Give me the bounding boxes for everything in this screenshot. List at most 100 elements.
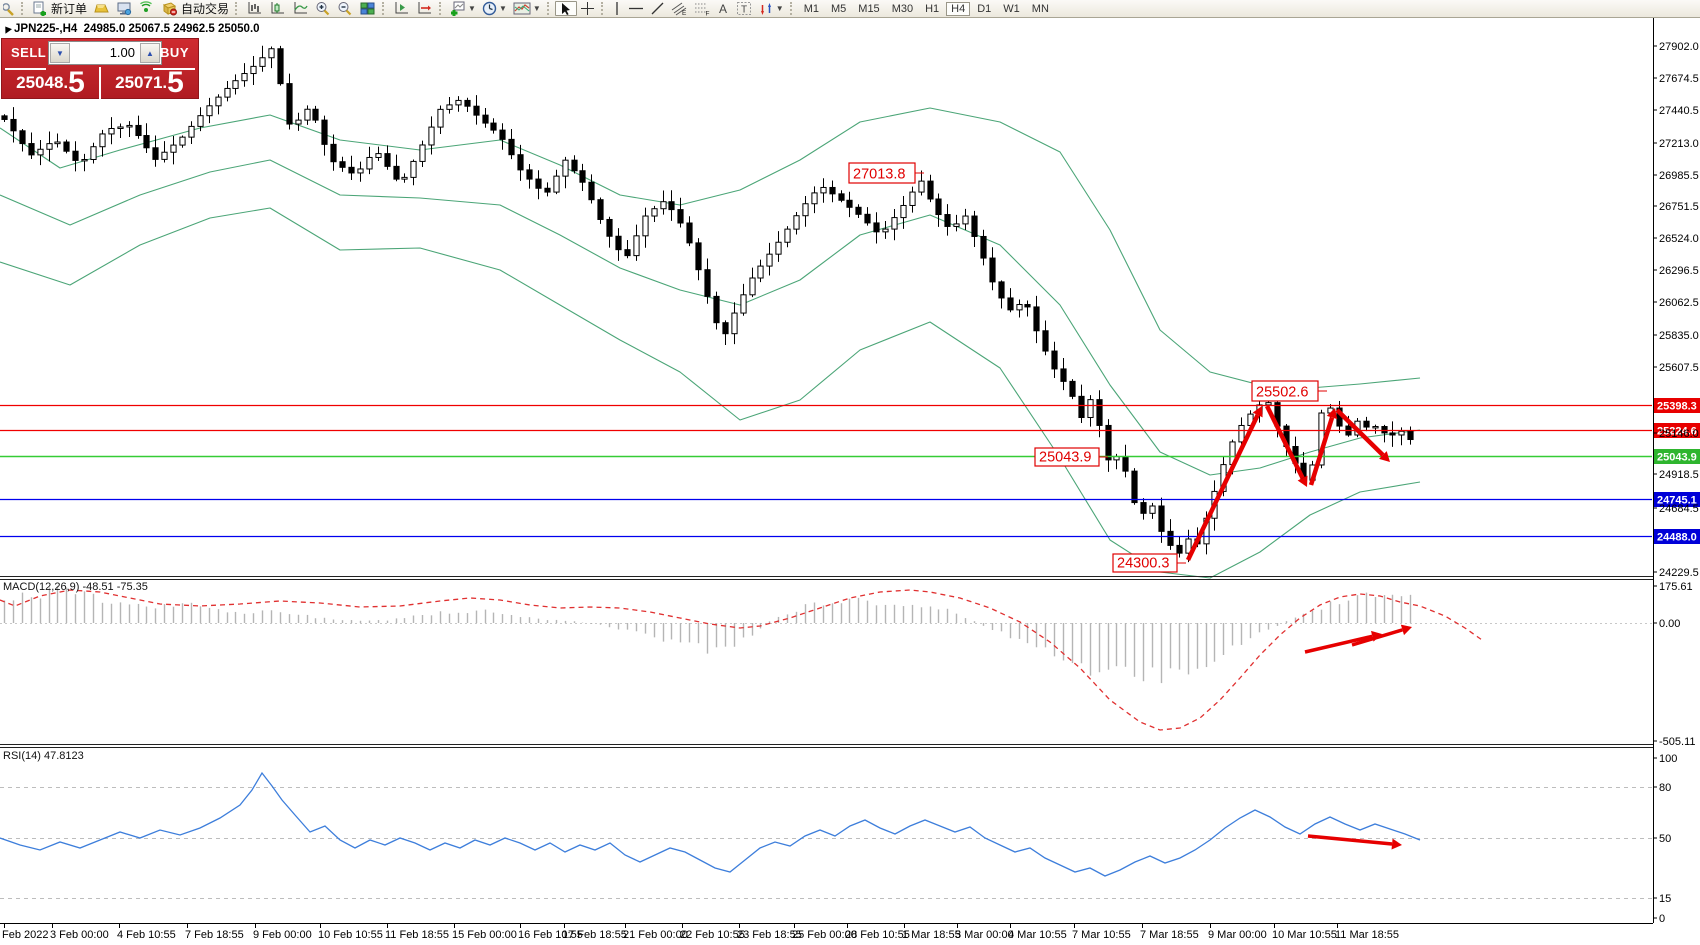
timeframe-M5[interactable]: M5 xyxy=(831,2,847,15)
chevron-down-icon[interactable]: ▼ xyxy=(532,4,541,13)
svg-text:24918.5: 24918.5 xyxy=(1659,469,1699,481)
buy-price[interactable]: 25071.5 xyxy=(115,66,184,99)
new-chart-button[interactable]: ▼ xyxy=(447,1,479,16)
toolbar-grip xyxy=(439,2,444,15)
svg-text:10 Feb 10:55: 10 Feb 10:55 xyxy=(318,929,383,941)
zoom-out-button[interactable] xyxy=(334,1,356,16)
volume-input[interactable]: 1.00 xyxy=(109,45,135,60)
svg-text:0.00: 0.00 xyxy=(1659,618,1680,630)
crosshair-tool-button[interactable] xyxy=(577,1,598,16)
svg-text:15 Feb 00:00: 15 Feb 00:00 xyxy=(452,929,517,941)
svg-text:25398.3: 25398.3 xyxy=(1657,401,1697,413)
vertical-line-tool-button[interactable] xyxy=(609,1,625,16)
price-badge xyxy=(1654,449,1700,464)
line-chart-type-button[interactable] xyxy=(289,1,312,16)
arrows-tool-button[interactable]: ▼ xyxy=(755,1,787,16)
new-order-button[interactable]: 新订单 xyxy=(29,1,90,16)
chart-shift-button[interactable] xyxy=(390,1,413,16)
svg-text:26524.0: 26524.0 xyxy=(1659,233,1699,245)
buy-underline xyxy=(153,68,195,70)
toolbar-grip xyxy=(600,2,606,15)
chevron-down-icon[interactable]: ▼ xyxy=(775,4,784,13)
svg-text:25835.0: 25835.0 xyxy=(1659,330,1699,342)
autotrade-icon xyxy=(162,2,178,16)
tile-windows-button[interactable] xyxy=(356,1,379,16)
timeframe-group: M1 M5 M15 M30 H1 H4 D1 W1 MN xyxy=(798,1,1055,16)
horizontal-line-tool-button[interactable] xyxy=(625,1,647,16)
timeframe-M15[interactable]: M15 xyxy=(858,2,880,15)
svg-text:25 Feb 00:00: 25 Feb 00:00 xyxy=(792,929,857,941)
rsi-panel: 100 80 50 15 0 xyxy=(0,753,1677,925)
price-badge xyxy=(1654,529,1700,544)
svg-text:T: T xyxy=(741,5,747,16)
timeframe-H4[interactable]: H4 xyxy=(946,1,971,16)
svg-text:25146.0: 25146.0 xyxy=(1659,428,1699,440)
time-axis: Feb 2022 3 Feb 00:00 4 Feb 10:55 7 Feb 18:5… xyxy=(2,923,1399,941)
price-badge xyxy=(1654,423,1700,438)
trendline-tool-button[interactable] xyxy=(647,1,668,16)
template-button[interactable]: ▼ xyxy=(510,1,544,16)
svg-text:10 Mar 10:55: 10 Mar 10:55 xyxy=(1272,929,1337,941)
candles-layer xyxy=(1,45,1414,563)
chevron-down-icon[interactable]: ▼ xyxy=(468,4,476,13)
fibonacci-tool-button[interactable]: F xyxy=(691,1,714,16)
svg-text:27902.0: 27902.0 xyxy=(1659,41,1699,53)
svg-text:25043.9: 25043.9 xyxy=(1657,452,1697,464)
svg-text:50: 50 xyxy=(1659,833,1671,845)
svg-text:17 Feb 18:55: 17 Feb 18:55 xyxy=(562,929,627,941)
chevron-down-icon[interactable]: ▼ xyxy=(498,4,507,13)
timeframe-H1[interactable]: H1 xyxy=(925,2,940,15)
signal-button[interactable] xyxy=(136,1,158,16)
terminal-button[interactable] xyxy=(113,1,136,16)
timeframe-M1[interactable]: M1 xyxy=(803,2,819,15)
sell-button[interactable]: SELL xyxy=(11,45,47,60)
svg-text:25224.6: 25224.6 xyxy=(1657,426,1697,438)
svg-text:3 Feb 00:00: 3 Feb 00:00 xyxy=(50,929,109,941)
svg-text:A: A xyxy=(719,2,727,16)
equidistant-channel-tool-button[interactable]: E xyxy=(668,1,691,16)
one-click-trade-panel: SELL ▼ 1.00 ▲ BUY 25048.5 25071.5 xyxy=(1,38,199,100)
auto-scroll-button[interactable] xyxy=(413,1,436,16)
candle-chart-type-button[interactable] xyxy=(266,1,289,16)
bollinger-bands xyxy=(0,107,1421,579)
price-axis: 27902.0 27674.5 27440.5 27213.0 26985.5 26751… xyxy=(1653,17,1699,923)
cursor-tool-button[interactable] xyxy=(554,1,577,16)
svg-text:27440.5: 27440.5 xyxy=(1659,105,1699,117)
svg-text:175.61: 175.61 xyxy=(1659,581,1693,593)
price-divider xyxy=(99,67,101,100)
timeframe-W1[interactable]: W1 xyxy=(1003,2,1020,15)
callout-labels: 27013.8 25502.6 25043.9 24300.3 xyxy=(848,162,1327,573)
svg-text:25502.6: 25502.6 xyxy=(1256,385,1308,401)
timeframe-MN[interactable]: MN xyxy=(1031,2,1049,15)
buy-button[interactable]: BUY xyxy=(160,45,189,60)
svg-text:24229.5: 24229.5 xyxy=(1659,567,1699,579)
chart-title: JPN225-,H4 24985.0 25067.5 24962.5 25050… xyxy=(14,23,260,35)
text-label-tool-button[interactable]: T xyxy=(733,1,755,16)
bar-chart-type-button[interactable] xyxy=(243,1,266,16)
main-toolbar: 新订单 自动交易 ▼ ▼ ▼ E F A T ▼ M1 M5 M15 M30 H1 H4 D… xyxy=(0,0,1700,18)
svg-text:100: 100 xyxy=(1659,753,1677,765)
autotrade-label: 自动交易 xyxy=(181,2,230,16)
toolbar-grip xyxy=(382,2,387,15)
new-order-label: 新订单 xyxy=(51,2,88,16)
autotrade-button[interactable]: 自动交易 xyxy=(158,1,232,16)
edge-magnifier-icon[interactable] xyxy=(0,1,18,16)
svg-text:26985.5: 26985.5 xyxy=(1659,170,1699,182)
svg-text:28 Feb 10:55: 28 Feb 10:55 xyxy=(845,929,910,941)
svg-text:27213.0: 27213.0 xyxy=(1659,138,1699,150)
volume-decrease-button[interactable]: ▼ xyxy=(50,43,70,63)
text-tool-button[interactable]: A xyxy=(714,1,733,16)
svg-text:E: E xyxy=(682,10,687,16)
zoom-in-button[interactable] xyxy=(312,1,334,16)
price-badge xyxy=(1654,492,1700,507)
timeframe-D1[interactable]: D1 xyxy=(977,2,992,15)
gold-button[interactable] xyxy=(90,1,113,16)
svg-text:80: 80 xyxy=(1659,782,1671,794)
svg-text:26296.5: 26296.5 xyxy=(1659,265,1699,277)
svg-text:4 Feb 10:55: 4 Feb 10:55 xyxy=(117,929,176,941)
svg-text:16 Feb 10:55: 16 Feb 10:55 xyxy=(518,929,583,941)
sell-price[interactable]: 25048.5 xyxy=(16,66,85,99)
timeframe-M30[interactable]: M30 xyxy=(891,2,914,15)
volume-increase-button[interactable]: ▲ xyxy=(140,43,160,63)
period-button[interactable]: ▼ xyxy=(479,1,510,16)
